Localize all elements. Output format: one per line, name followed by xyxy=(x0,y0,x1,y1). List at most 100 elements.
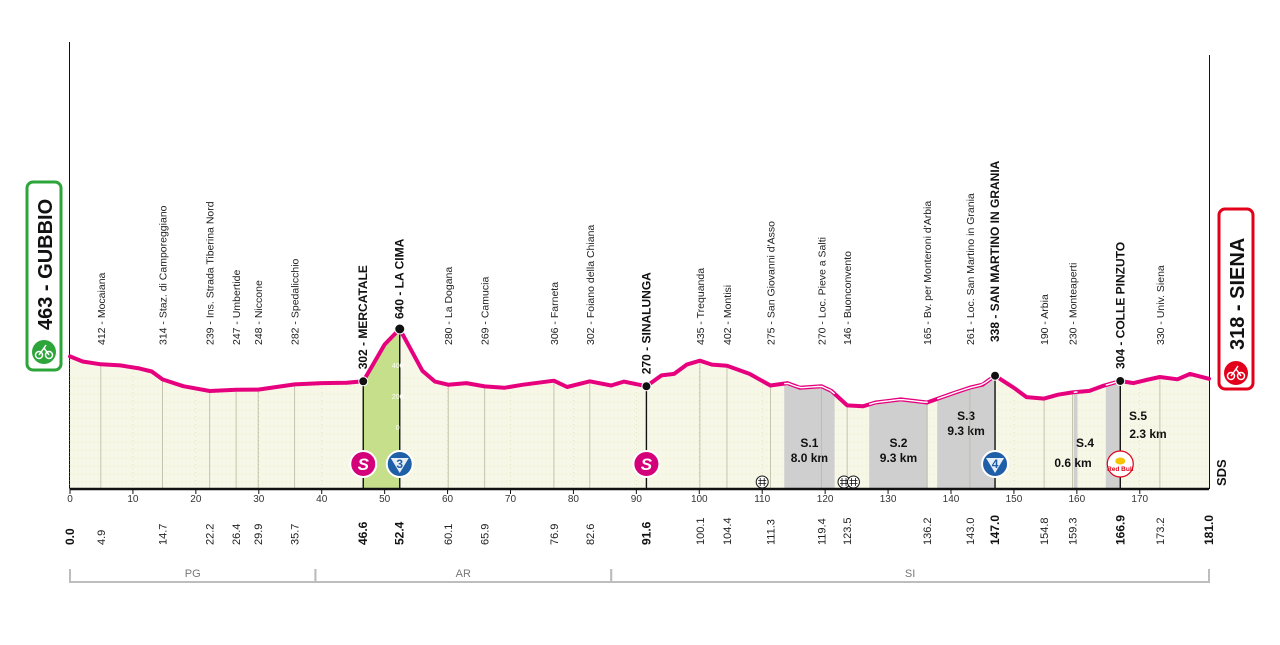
gravel-sector-name: S.3 xyxy=(957,409,975,423)
rail-crossing-icon xyxy=(755,475,769,489)
gravel-sector-length: 2.3 km xyxy=(1129,427,1166,441)
gravel-road-inner-line xyxy=(784,382,836,395)
location-label: 270 - Loc. Pieve a Salti xyxy=(816,237,828,345)
location-labels-layer: 412 - Mocaiana 314 - Staz. di Camporeggia… xyxy=(96,160,1167,374)
distance-tick-label: 80 xyxy=(568,494,580,505)
gravel-sector-3: S.39.3 km xyxy=(937,375,996,489)
finish-marker: 318 - SIENA xyxy=(1217,207,1255,391)
km-label: 154.8 xyxy=(1039,517,1051,545)
rail-crossing-tracks xyxy=(840,478,849,486)
profile-fill-layer xyxy=(69,0,1209,489)
km-label: 35.7 xyxy=(290,524,302,545)
elevation-profile-line xyxy=(68,327,1211,409)
sprint-badge-letter: S xyxy=(641,455,653,474)
km-label: 26.4 xyxy=(231,524,243,545)
region-bracket: SI xyxy=(610,568,1210,583)
rail-crossing-tracks xyxy=(758,478,767,486)
gravel-sector-name: S.2 xyxy=(889,436,907,450)
distance-tick-label: 70 xyxy=(505,494,517,505)
location-label: 269 - Camucia xyxy=(480,277,492,345)
start-label: 463 - GUBBIO xyxy=(35,199,57,330)
location-label: 247 - Umbertide xyxy=(231,270,243,345)
location-label: 306 - Farneta xyxy=(549,282,561,345)
gravel-sector-name: S.1 xyxy=(800,436,818,450)
km-label: 111.3 xyxy=(765,519,777,545)
altitude-tick-label: 400 xyxy=(392,363,404,370)
start-cyclist-icon xyxy=(32,340,56,364)
gravel-sector-shape xyxy=(937,375,996,489)
badge-sprint: S xyxy=(349,450,378,478)
rail-crossing-circle xyxy=(755,475,769,489)
km-label: 123.5 xyxy=(842,517,854,545)
badge-redbull: Red Bull xyxy=(1106,450,1134,478)
distance-tick-label: 60 xyxy=(442,494,454,505)
finish-cyclist-wheel-left xyxy=(1226,371,1236,381)
start-cyclist-wheel-right xyxy=(44,350,54,360)
distance-tick-label: 40 xyxy=(316,494,328,505)
distance-tick-label: 50 xyxy=(379,494,391,505)
location-label: 338 - SAN MARTINO IN GRANIA xyxy=(988,160,1002,342)
redbull-sun-icon xyxy=(1115,457,1126,465)
finish-label: 318 - SIENA xyxy=(1227,238,1249,350)
region-label: SI xyxy=(905,568,915,580)
region-label: AR xyxy=(456,568,471,580)
location-label: 302 - Foiano della Chiana xyxy=(585,225,597,345)
location-label: 282 - Spedalicchio xyxy=(290,258,302,345)
location-label: 190 - Arbia xyxy=(1039,294,1051,345)
km-label: 181.0 xyxy=(1202,515,1216,545)
gpm-badge-triangle xyxy=(390,458,409,473)
km-label: 0.0 xyxy=(63,528,77,545)
gravel-sector-2: S.29.3 km xyxy=(869,399,928,489)
km-label: 65.9 xyxy=(480,524,492,545)
location-label: 402 - Montisi xyxy=(722,285,734,345)
gravel-sector-shape xyxy=(869,399,928,489)
location-label: 412 - Mocaiana xyxy=(96,272,108,345)
sds-logo: SDS xyxy=(1214,459,1229,486)
distance-tick-label: 150 xyxy=(1006,494,1023,505)
km-label: 159.3 xyxy=(1067,517,1079,545)
start-cyclist-wheel-left xyxy=(34,350,44,360)
rail-crossing-icon xyxy=(846,475,860,489)
gravel-road-inner-line xyxy=(936,375,996,400)
km-label: 29.9 xyxy=(253,524,265,545)
gravel-sector-1: S.18.0 km xyxy=(784,383,835,489)
km-label: 143.0 xyxy=(965,517,977,545)
finish-cyclist-body xyxy=(1230,365,1242,377)
altitude-tick-label: 200 xyxy=(392,394,404,401)
summit-dot xyxy=(990,370,1001,381)
distance-tick-label: 10 xyxy=(127,494,139,505)
start-badge-frame xyxy=(25,180,63,372)
summit-dot xyxy=(1115,375,1126,386)
distance-tick-label: 120 xyxy=(817,494,834,505)
gravel-sector-length: 8.0 km xyxy=(791,451,828,465)
km-label: 147.0 xyxy=(988,515,1002,545)
distance-tick-label: 0 xyxy=(67,494,73,505)
distance-tick-label: 130 xyxy=(880,494,897,505)
gravel-sector-length: 9.3 km xyxy=(880,451,917,465)
badge-sprint: S xyxy=(632,450,661,478)
location-label: 435 - Trequanda xyxy=(695,268,707,345)
gravel-sector-shape xyxy=(1073,392,1078,489)
location-label: 239 - Ins. Strada Tiberina Nord xyxy=(205,201,217,345)
sprint-badge-letter: S xyxy=(358,455,370,474)
gravel-road-inner-line xyxy=(868,399,928,406)
location-label: 330 - Univ. Siena xyxy=(1155,265,1167,345)
summit-dot xyxy=(394,323,406,335)
gpm-badge-number: 3 xyxy=(396,457,403,471)
location-label: 248 - Niccone xyxy=(253,280,265,345)
start-marker: 463 - GUBBIO xyxy=(25,180,63,372)
km-label: 82.6 xyxy=(585,524,597,545)
distance-axis-layer: 0 10 20 30 40 50 60 70 80 90 100 110 120 130 140 150 160… xyxy=(67,487,1209,505)
km-label: 14.7 xyxy=(158,524,170,545)
km-label: 46.6 xyxy=(356,521,370,545)
summit-dot xyxy=(641,381,652,392)
rail-crossing-circle xyxy=(846,475,860,489)
finish-cyclist-wheel-right xyxy=(1236,371,1246,381)
distance-tick-label: 110 xyxy=(754,494,770,505)
distance-tick-label: 170 xyxy=(1131,494,1148,505)
gravel-sector-name: S.5 xyxy=(1129,409,1147,423)
profile-line-layer xyxy=(68,323,1211,409)
km-label: 173.2 xyxy=(1155,517,1167,545)
rail-crossing-tracks xyxy=(849,478,858,486)
